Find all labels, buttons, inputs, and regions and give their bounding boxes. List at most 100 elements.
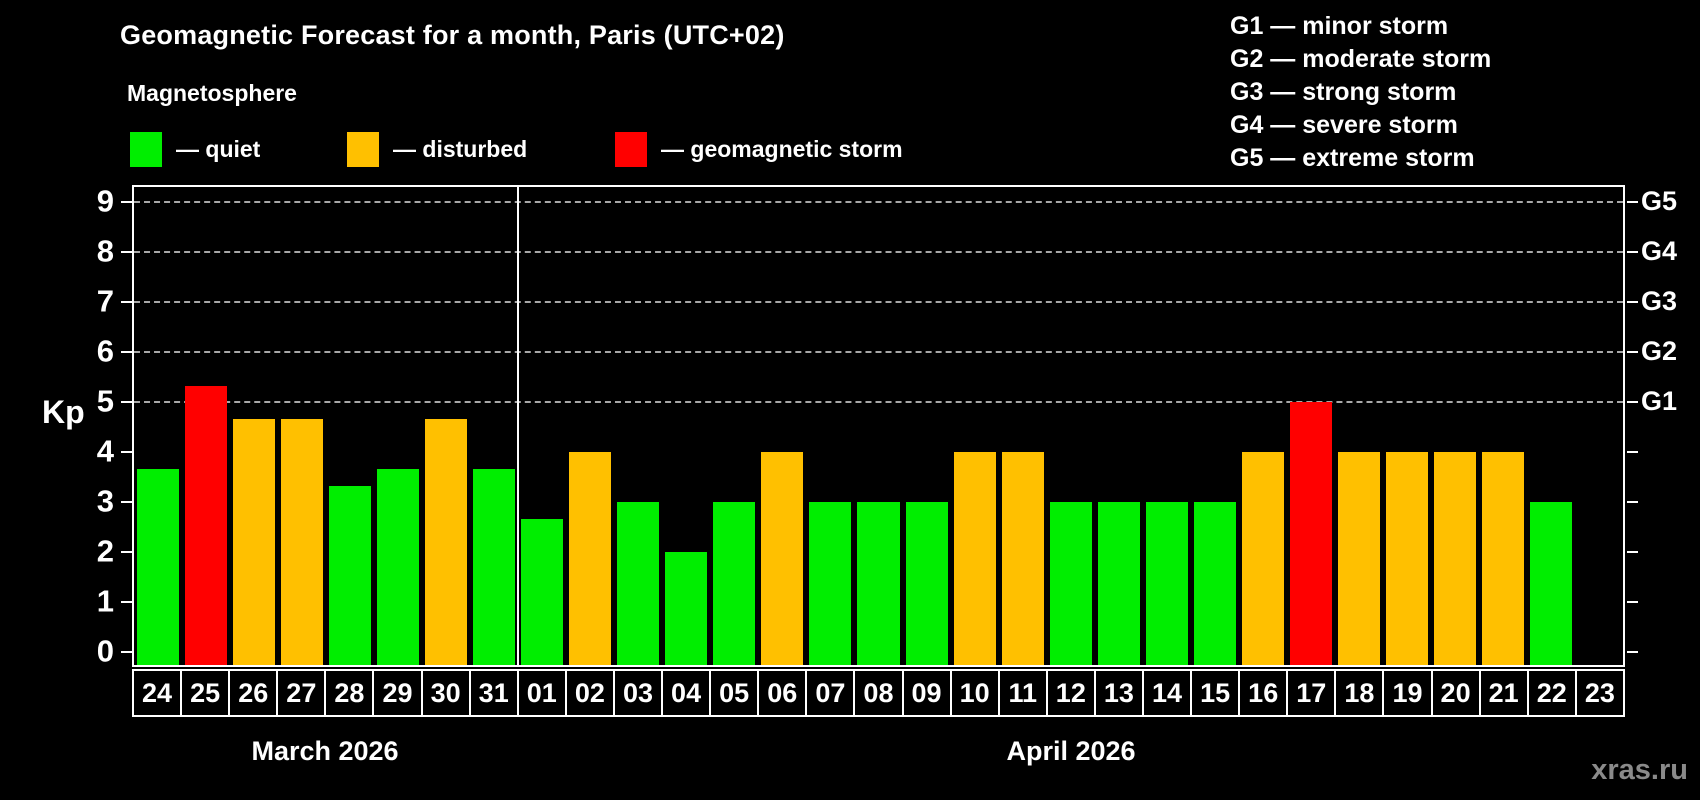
g-scale-label-G2: G2	[1641, 335, 1678, 366]
kp-bar-26	[233, 418, 276, 665]
kp-bar-15	[1193, 502, 1236, 665]
kp-bar-14	[1145, 502, 1188, 665]
day-cell-07: 07	[807, 671, 856, 715]
legend-item-storm: — geomagnetic storm	[615, 132, 903, 167]
day-cell-13: 13	[1096, 671, 1144, 715]
chart-title: Geomagnetic Forecast for a month, Paris …	[120, 20, 785, 50]
kp-bar-27	[281, 418, 324, 665]
g-legend-line: G5 — extreme storm	[1230, 144, 1475, 172]
y-tick-right-5	[1627, 401, 1638, 403]
kp-bar-18	[1337, 452, 1380, 665]
month-separator-line	[517, 187, 520, 665]
day-cell-14: 14	[1144, 671, 1193, 715]
y-tick-label-1: 1	[96, 583, 114, 619]
kp-bar-12	[1049, 502, 1092, 665]
gridline-kp-7	[134, 301, 1623, 303]
watermark: xras.ru	[1591, 754, 1688, 786]
plot-area	[132, 185, 1625, 667]
legend-label-disturbed: — disturbed	[393, 136, 528, 162]
kp-bar-19	[1385, 452, 1428, 665]
y-tick-right-8	[1627, 251, 1638, 253]
day-cell-11: 11	[1000, 671, 1048, 715]
g-scale-legend: G1 — minor storm G2 — moderate storm G3 — …	[1230, 10, 1491, 175]
legend-item-quiet: — quiet	[130, 132, 260, 167]
kp-bar-04	[665, 552, 708, 665]
y-tick-label-5: 5	[96, 383, 114, 419]
day-cell-05: 05	[711, 671, 760, 715]
kp-bar-06	[761, 452, 804, 665]
y-tick-right-6	[1627, 351, 1638, 353]
day-cell-03: 03	[615, 671, 664, 715]
y-tick-right-9	[1627, 201, 1638, 203]
day-cell-12: 12	[1048, 671, 1096, 715]
day-cell-21: 21	[1481, 671, 1529, 715]
g-legend-line: G3 — strong storm	[1230, 78, 1457, 106]
y-tick-left-0	[121, 651, 132, 653]
day-cell-17: 17	[1288, 671, 1337, 715]
y-tick-label-2: 2	[96, 533, 114, 569]
day-cell-23: 23	[1584, 677, 1615, 708]
y-tick-right-7	[1627, 301, 1638, 303]
kp-bar-03	[617, 502, 660, 665]
legend-label-quiet: — quiet	[176, 136, 261, 162]
day-cell-22: 22	[1529, 671, 1577, 715]
kp-bar-10	[953, 452, 996, 665]
y-tick-label-4: 4	[96, 433, 114, 469]
kp-bar-29	[377, 468, 420, 665]
day-cell-28: 28	[326, 671, 375, 715]
y-tick-left-8	[121, 251, 132, 253]
day-axis-row: 24 25 26 27 28 29 30 31 01 02 03 04 05 06 07 08 09 10 11 12…	[132, 669, 1625, 717]
kp-bar-30	[425, 418, 468, 665]
day-cell-29: 29	[374, 671, 423, 715]
y-tick-left-3	[121, 501, 132, 503]
y-tick-left-5	[121, 401, 132, 403]
gridline-kp-5	[134, 401, 1623, 403]
g-scale-label-G3: G3	[1641, 285, 1678, 316]
day-cell-18: 18	[1336, 671, 1385, 715]
legend-swatch-storm	[615, 132, 647, 167]
kp-bar-20	[1433, 452, 1476, 665]
g-scale-label-G1: G1	[1641, 385, 1678, 416]
legend-item-disturbed: — disturbed	[347, 132, 527, 167]
kp-bar-24	[137, 468, 180, 665]
y-tick-right-4	[1627, 451, 1638, 453]
day-cell-10: 10	[952, 671, 1000, 715]
legend-label-storm: — geomagnetic storm	[661, 136, 903, 162]
gridline-kp-9	[134, 201, 1623, 203]
day-cell-02: 02	[567, 671, 615, 715]
g-scale-label-G5: G5	[1641, 185, 1678, 216]
day-cell-08: 08	[855, 671, 904, 715]
y-tick-left-1	[121, 601, 132, 603]
g-legend-line: G2 — moderate storm	[1230, 45, 1492, 73]
day-cell-25: 25	[182, 671, 231, 715]
y-tick-left-7	[121, 301, 132, 303]
kp-bar-17	[1289, 402, 1332, 665]
y-tick-right-0	[1627, 651, 1638, 653]
kp-bar-07	[809, 502, 852, 665]
g-scale-label-G4: G4	[1641, 235, 1678, 266]
g-legend-line: G4 — severe storm	[1230, 111, 1458, 139]
y-tick-left-4	[121, 451, 132, 453]
kp-bar-22	[1529, 502, 1572, 665]
y-tick-label-9: 9	[96, 183, 114, 219]
chart-subtitle: Magnetosphere	[127, 80, 297, 106]
day-cell-04: 04	[663, 671, 712, 715]
kp-bar-31	[473, 468, 516, 665]
kp-bar-11	[1001, 452, 1044, 665]
y-tick-label-6: 6	[96, 333, 114, 369]
y-axis-title: Kp	[42, 394, 85, 430]
kp-bar-21	[1481, 452, 1524, 665]
y-tick-left-9	[121, 201, 132, 203]
kp-bar-02	[569, 452, 612, 665]
kp-bar-13	[1097, 502, 1140, 665]
day-cell-19: 19	[1384, 671, 1433, 715]
day-cell-20: 20	[1433, 671, 1481, 715]
day-cell-09: 09	[904, 671, 952, 715]
y-tick-right-2	[1627, 551, 1638, 553]
day-cell-16: 16	[1240, 671, 1289, 715]
kp-bar-01	[521, 518, 564, 665]
day-cell-15: 15	[1192, 671, 1241, 715]
kp-bar-28	[329, 485, 372, 665]
kp-bar-08	[857, 502, 900, 665]
